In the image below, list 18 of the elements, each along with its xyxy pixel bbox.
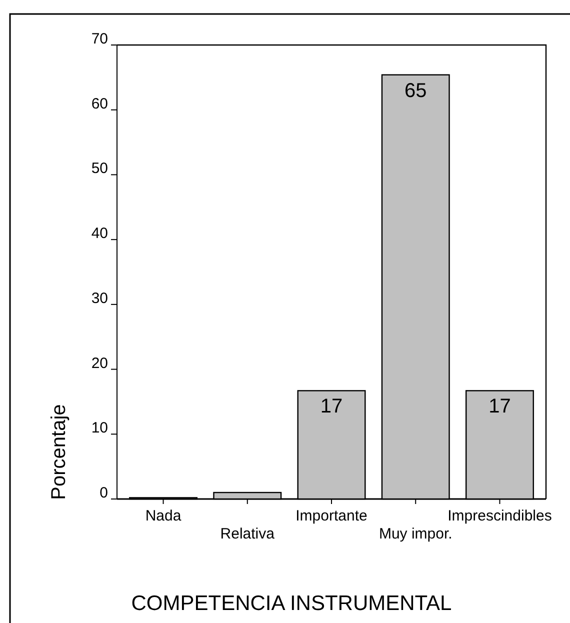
x-tick-label: Relativa [220,526,276,542]
y-tick-label: 60 [91,95,108,112]
y-axis-title: Porcentaje [48,404,70,500]
x-tick-label: Muy impor. [378,526,452,542]
y-tick-label: 70 [91,30,108,48]
data-label: 17 [320,396,343,418]
x-axis-title: COMPETENCIA INSTRUMENTAL [131,592,452,615]
y-tick-label: 20 [91,354,108,372]
y-tick-label: 0 [100,484,108,502]
y-tick-label: 10 [91,420,108,437]
x-tick-label: Nada [145,508,182,524]
data-label: 65 [404,80,427,102]
y-tick-label: 50 [91,160,108,178]
data-label: 17 [488,396,511,418]
y-tick-label: 30 [91,290,108,307]
x-tick-label: Imprescindibles [448,508,552,524]
y-tick-label: 40 [91,225,108,242]
x-tick-label: Importante [296,508,368,524]
